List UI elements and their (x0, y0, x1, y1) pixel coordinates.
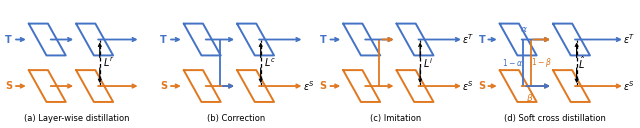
Text: $\epsilon^S$: $\epsilon^S$ (303, 79, 315, 93)
Text: $\epsilon^T$: $\epsilon^T$ (462, 33, 475, 46)
Text: $\epsilon^S$: $\epsilon^S$ (623, 79, 635, 93)
Text: S: S (5, 81, 12, 91)
Text: S: S (319, 81, 326, 91)
Text: $\epsilon^T$: $\epsilon^T$ (623, 33, 636, 46)
Text: T: T (161, 35, 167, 45)
Text: $L^c$: $L^c$ (264, 57, 275, 69)
Text: (c) Imitation: (c) Imitation (370, 114, 421, 123)
Text: (b) Correction: (b) Correction (207, 114, 266, 123)
Text: T: T (5, 35, 12, 45)
Text: T: T (479, 35, 485, 45)
Text: $\beta$: $\beta$ (525, 92, 533, 105)
Text: $\epsilon^S$: $\epsilon^S$ (462, 79, 474, 93)
Text: $\hat{L}$: $\hat{L}$ (578, 55, 586, 71)
Text: $\alpha$: $\alpha$ (520, 25, 527, 34)
Text: T: T (320, 35, 326, 45)
Text: $L^i$: $L^i$ (423, 56, 433, 70)
Text: (a) Layer-wise distillation: (a) Layer-wise distillation (24, 114, 129, 123)
Text: $L^r$: $L^r$ (103, 56, 114, 69)
Text: S: S (478, 81, 485, 91)
Text: S: S (160, 81, 167, 91)
Text: $1-\alpha$: $1-\alpha$ (502, 57, 524, 68)
Text: (d) Soft cross distillation: (d) Soft cross distillation (504, 114, 606, 123)
Text: $1-\beta$: $1-\beta$ (531, 56, 552, 69)
